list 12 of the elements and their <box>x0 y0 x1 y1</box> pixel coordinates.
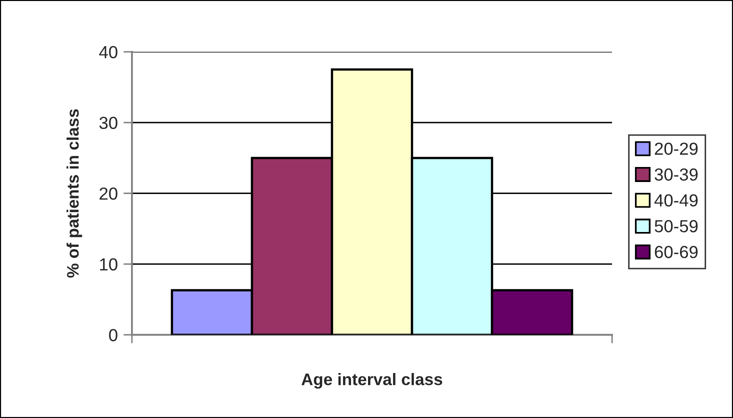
y-tick-label: 0 <box>109 328 118 342</box>
y-axis-title: % of patients in class <box>66 109 82 278</box>
legend-label: 40-49 <box>654 194 698 207</box>
legend-label: 20-29 <box>654 142 698 155</box>
y-tick-label: 10 <box>100 258 118 271</box>
x-axis-title: Age interval class <box>302 373 442 389</box>
y-tick-label: 30 <box>99 116 118 130</box>
legend-label: 30-39 <box>654 168 698 181</box>
legend-label: 50-59 <box>654 220 698 232</box>
legend-label: 60-69 <box>654 246 698 258</box>
y-tick-label: 20 <box>100 187 118 200</box>
y-tick-label: 40 <box>99 46 118 58</box>
